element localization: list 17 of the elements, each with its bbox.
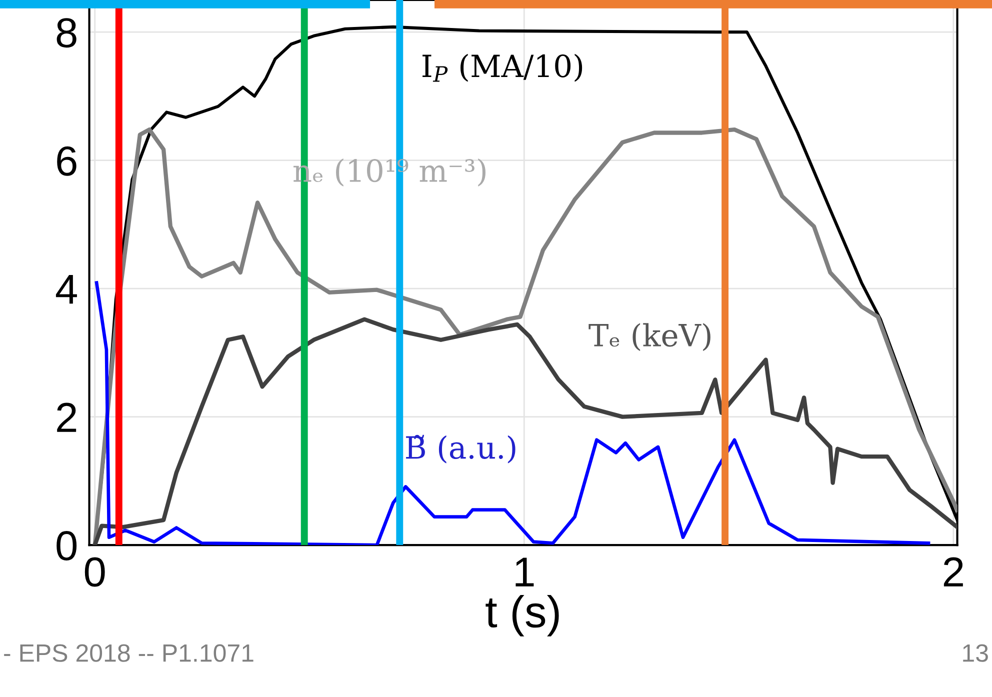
- y-tick-label: 6: [57, 146, 76, 176]
- x-tick-label: 2: [944, 557, 963, 586]
- series-label: I$_{P}$ (MA/10): [422, 54, 582, 82]
- x-tick-label: 1: [516, 558, 534, 586]
- series-label: Tₑ (keV): [588, 323, 710, 352]
- y-tick-label: 4: [56, 274, 77, 304]
- text: - EPS 2018 -- P1.1071: [4, 644, 254, 662]
- x-tick-label: 0: [84, 557, 105, 587]
- y-tick-label: 8: [56, 18, 76, 48]
- x-axis-title: t (s): [486, 595, 559, 636]
- line-series: [92, 127, 958, 546]
- y-tick-label: 2: [57, 402, 76, 432]
- line-series: [94, 281, 930, 546]
- line-series: [92, 317, 958, 546]
- series-label: B̃ (a.u.): [406, 434, 516, 464]
- text: 13: [963, 644, 988, 662]
- y-tick-label: 0: [56, 531, 77, 561]
